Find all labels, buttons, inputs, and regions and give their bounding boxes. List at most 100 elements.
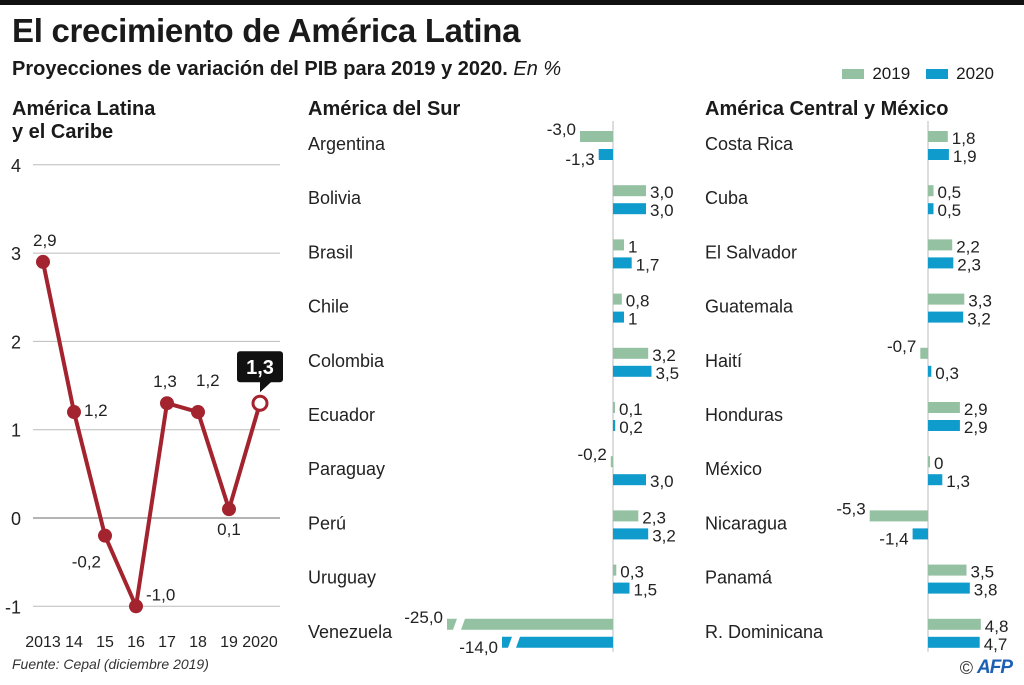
- y-tick-label: 4: [11, 156, 21, 176]
- category-label: Brasil: [308, 242, 353, 262]
- bar-value-label: 4,7: [984, 635, 1008, 654]
- bar-2020-break-stub: [502, 636, 512, 648]
- line-chart-latam: -1 0 1 2 3 4 2013 14 15 16 17 18 19 2020 2,9 1,2 -0,2 -1,…: [5, 156, 283, 651]
- bar-2019: [928, 618, 981, 630]
- chart-title: El crecimiento de América Latina: [12, 12, 521, 49]
- bar-value-label: 3,3: [968, 292, 992, 311]
- x-tick-label: 18: [189, 634, 207, 651]
- copyright-symbol: ©: [959, 657, 973, 678]
- bar-2019: [928, 239, 953, 251]
- bar-value-label: 1,7: [636, 255, 660, 274]
- bar-2020: [613, 474, 646, 486]
- bar-value-label: 0,5: [938, 183, 962, 202]
- category-label: Nicaragua: [705, 513, 788, 533]
- data-point: [191, 405, 205, 420]
- bar-value-label: 3,5: [656, 364, 680, 383]
- bar-2020: [928, 582, 970, 594]
- bar-2019-break-stub: [447, 618, 457, 630]
- bar-value-label: 2,3: [957, 255, 981, 274]
- series-line: [41, 261, 262, 609]
- bar-2020: [928, 420, 960, 431]
- bar-value-label: 3,2: [652, 346, 676, 365]
- callout-pointer: [260, 381, 272, 393]
- data-point: [67, 405, 81, 420]
- callout-label: 1,3: [246, 357, 274, 379]
- data-label: -1,0: [146, 585, 175, 604]
- category-label: Haití: [705, 351, 742, 371]
- data-point: [98, 528, 112, 543]
- bar-2019: [928, 293, 965, 305]
- category-label: R. Dominicana: [705, 622, 824, 642]
- category-label: Argentina: [308, 134, 386, 154]
- bar-value-label: 3,0: [650, 183, 674, 202]
- data-label: 1,3: [153, 372, 177, 391]
- bar-value-label: 3,0: [650, 472, 674, 491]
- bar-value-label: 1: [628, 237, 637, 256]
- bar-2020: [613, 582, 630, 594]
- bar-value-label: 4,8: [985, 617, 1009, 636]
- afp-logo: AFP: [977, 657, 1013, 678]
- bar-2020: [613, 203, 646, 215]
- category-label: Uruguay: [308, 568, 376, 588]
- category-label: Ecuador: [308, 405, 375, 425]
- bar-value-label: 3,0: [650, 201, 674, 220]
- bar-value-label: 0,2: [619, 418, 643, 437]
- data-label: 0,1: [217, 520, 241, 539]
- category-label: Perú: [308, 513, 346, 533]
- data-point: [222, 502, 236, 517]
- credit: © AFP: [959, 657, 1013, 679]
- bar-2020: [928, 203, 934, 215]
- bar-2019: [613, 564, 617, 576]
- category-label: Paraguay: [308, 459, 385, 479]
- bar-value-label: 3,2: [967, 310, 991, 329]
- bar-2019: [613, 510, 639, 522]
- bar-value-label: 1: [628, 310, 637, 329]
- bar-2020: [928, 636, 980, 648]
- bar-value-label: -0,2: [578, 445, 607, 464]
- bar-2019: [928, 131, 948, 142]
- bar-2020: [928, 149, 949, 160]
- bar-2020: [928, 311, 964, 323]
- bar-2020: [928, 474, 943, 486]
- category-label: Venezuela: [308, 622, 393, 642]
- x-tick-label: 15: [96, 634, 114, 651]
- category-label: Colombia: [308, 351, 385, 371]
- subtitle-unit: En %: [513, 58, 562, 80]
- x-tick-label: 2013: [25, 634, 61, 651]
- bar-value-label: 1,3: [946, 472, 970, 491]
- bar-value-label: 3,5: [971, 563, 995, 582]
- bar-value-label: 2,3: [642, 508, 666, 527]
- bar-2019: [928, 402, 960, 413]
- y-tick-label: 3: [11, 244, 21, 264]
- category-label: El Salvador: [705, 242, 797, 262]
- bar-2020: [912, 528, 928, 540]
- x-tick-label: 17: [158, 634, 176, 651]
- legend-swatch-2020: [926, 69, 949, 79]
- y-tick-label: 2: [11, 332, 21, 352]
- bar-value-label: 3,8: [974, 581, 998, 600]
- legend-item-2020: 2020: [926, 64, 994, 84]
- source-note: Fuente: Cepal (diciembre 2019): [12, 656, 209, 672]
- category-label: Costa Rica: [705, 134, 794, 154]
- panel-title-centroamerica: América Central y México: [705, 98, 949, 120]
- bar-value-label: 0,5: [938, 201, 962, 220]
- category-label: México: [705, 459, 762, 479]
- bar-2019: [928, 564, 967, 576]
- data-label: 1,2: [196, 371, 220, 390]
- x-tick-label: 16: [127, 634, 145, 651]
- bar-value-label: 1,5: [634, 581, 658, 600]
- bar-value-label: 0,1: [619, 400, 643, 419]
- data-point: [129, 599, 143, 614]
- data-label: 2,9: [33, 231, 57, 250]
- category-label: Cuba: [705, 188, 749, 208]
- y-tick-label: 0: [11, 509, 21, 529]
- bar-value-label: 1,8: [952, 129, 976, 148]
- data-label: 1,2: [84, 401, 108, 420]
- bar-value-label: 0,8: [626, 292, 650, 311]
- bar-2019: [613, 185, 646, 197]
- bar-2020: [516, 636, 613, 648]
- category-label: Panamá: [705, 568, 773, 588]
- bar-2019: [580, 131, 613, 142]
- bar-value-label: -14,0: [459, 638, 498, 657]
- data-point-highlight: [251, 394, 269, 412]
